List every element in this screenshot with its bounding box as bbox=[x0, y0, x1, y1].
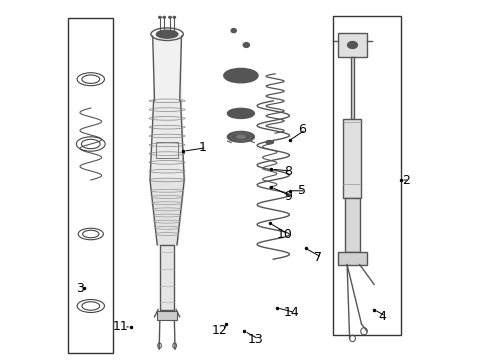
Ellipse shape bbox=[347, 41, 357, 49]
Text: 8: 8 bbox=[283, 165, 291, 177]
Text: 4: 4 bbox=[377, 310, 385, 323]
Text: 2: 2 bbox=[401, 174, 409, 186]
Ellipse shape bbox=[243, 42, 249, 48]
Bar bbox=[337, 33, 366, 57]
Ellipse shape bbox=[163, 16, 165, 18]
Ellipse shape bbox=[236, 135, 245, 139]
Ellipse shape bbox=[158, 16, 161, 18]
Ellipse shape bbox=[227, 108, 254, 118]
Bar bbox=[160, 245, 174, 310]
Text: 6: 6 bbox=[298, 123, 305, 136]
Bar bbox=[343, 119, 361, 198]
Text: 12: 12 bbox=[212, 324, 227, 337]
Bar bbox=[332, 16, 400, 335]
Ellipse shape bbox=[227, 131, 254, 142]
Text: 1: 1 bbox=[199, 141, 206, 154]
Ellipse shape bbox=[224, 68, 258, 83]
Ellipse shape bbox=[231, 72, 249, 79]
Ellipse shape bbox=[168, 16, 171, 18]
Ellipse shape bbox=[265, 140, 273, 144]
Text: 9: 9 bbox=[283, 190, 291, 203]
Text: 7: 7 bbox=[314, 251, 322, 264]
Text: 10: 10 bbox=[276, 228, 292, 240]
Bar bbox=[350, 57, 353, 119]
Bar bbox=[156, 142, 178, 158]
Text: 5: 5 bbox=[298, 184, 305, 197]
Bar bbox=[337, 252, 366, 265]
Text: 13: 13 bbox=[247, 333, 263, 346]
Text: 11: 11 bbox=[112, 320, 128, 333]
Text: 3: 3 bbox=[76, 282, 83, 294]
Ellipse shape bbox=[230, 28, 236, 33]
Ellipse shape bbox=[233, 111, 247, 116]
Bar bbox=[157, 311, 177, 320]
Bar bbox=[345, 198, 359, 252]
Ellipse shape bbox=[156, 30, 178, 38]
Bar bbox=[68, 18, 113, 353]
Ellipse shape bbox=[172, 16, 175, 18]
Text: 14: 14 bbox=[283, 306, 299, 319]
